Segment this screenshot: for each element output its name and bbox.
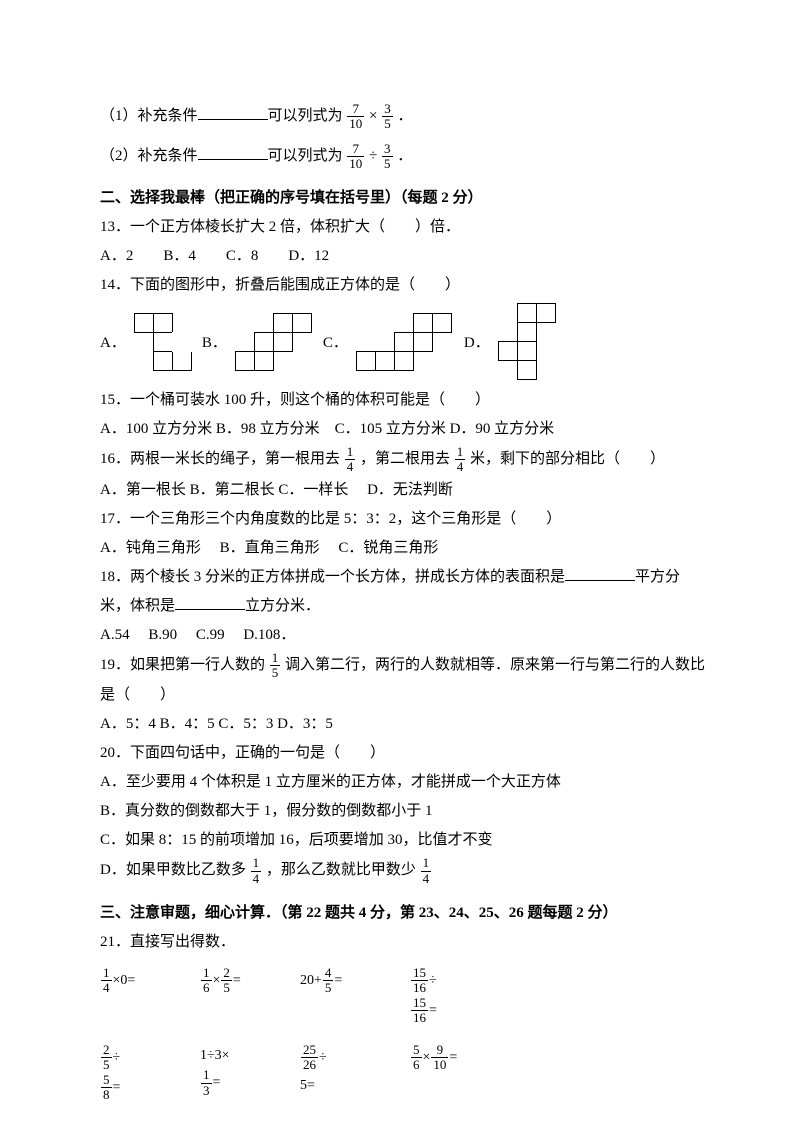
blank[interactable] xyxy=(198,145,268,160)
q20-b: B．真分数的倒数都大于 1，假分数的倒数都小于 1 xyxy=(100,798,703,825)
section3-title: 三、注意审题，细心计算．（第 22 题共 4 分，第 23、24、25、26 题… xyxy=(100,900,703,927)
q20-d: D．如果甲数比乙数多 14 ，那么乙数就比甲数少 14 xyxy=(100,856,703,886)
calc: 2526÷ 5= xyxy=(300,1043,400,1102)
text: ． xyxy=(397,148,412,164)
calc: 25÷ 58= xyxy=(100,1043,190,1102)
q18-line1: 18．两个棱长 3 分米的正方体拼成一个长方体，拼成长方体的表面积是平方分 xyxy=(100,564,703,591)
blank[interactable] xyxy=(198,105,268,120)
fraction: 35 xyxy=(382,102,393,132)
text: 可以列式为 xyxy=(268,108,343,124)
section2-title: 二、选择我最棒（把正确的序号填在括号里）（每题 2 分） xyxy=(100,185,703,212)
q21-grid: 14×0= 16×25= 20+45= 1516÷ 1516= 25÷ 58= … xyxy=(100,966,703,1102)
fraction: 14 xyxy=(421,856,432,886)
label-d: D． xyxy=(464,330,490,357)
q12-part2: （2）补充条件 可以列式为 710 ÷ 35 ． xyxy=(100,142,703,172)
op: ÷ xyxy=(369,148,377,164)
op: × xyxy=(369,108,377,124)
q19-opts: A．5：4 B．4：5 C．5：3 D．3：5 xyxy=(100,711,703,738)
net-b xyxy=(235,313,315,373)
q16-text: 16．两根一米长的绳子，第一根用去 14 ，第二根用去 14 米，剩下的部分相比… xyxy=(100,445,703,475)
q15-text: 15．一个桶可装水 100 升，则这个桶的体积可能是（ ） xyxy=(100,387,703,414)
q14-text: 14．下面的图形中，折叠后能围成正方体的是（ ） xyxy=(100,272,703,299)
calc: 1516÷ 1516= xyxy=(410,966,510,1025)
fraction: 15 xyxy=(270,651,281,681)
q18-line2: 米，体积是立方分米． xyxy=(100,593,703,620)
net-a xyxy=(134,313,194,373)
net-c xyxy=(356,313,456,373)
q20-c: C．如果 8：15 的前项增加 16，后项要增加 30，比值才不变 xyxy=(100,827,703,854)
q19-line1: 19．如果把第一行人数的 15 调入第二行，两行的人数就相等．原来第一行与第二行… xyxy=(100,651,703,681)
text: ． xyxy=(398,108,413,124)
q16-opts: A．第一根长 B．第二根长 C．一样长 D．无法判断 xyxy=(100,477,703,504)
fraction: 35 xyxy=(382,142,393,172)
label-b: B． xyxy=(202,330,227,357)
q18-opts: A.54 B.90 C.99 D.108． xyxy=(100,622,703,649)
fraction: 14 xyxy=(251,856,262,886)
q20-a: A．至少要用 4 个体积是 1 立方厘米的正方体，才能拼成一个大正方体 xyxy=(100,769,703,796)
blank[interactable] xyxy=(175,595,245,610)
calc: 14×0= xyxy=(100,966,190,1025)
text: 可以列式为 xyxy=(268,148,343,164)
calc: 20+45= xyxy=(300,966,400,1025)
calc: 56×910= xyxy=(410,1043,510,1102)
q14-nets: A． B． C． D． xyxy=(100,303,703,383)
q19-line2: 是（ ） xyxy=(100,682,703,709)
label-c: C． xyxy=(323,330,348,357)
net-d xyxy=(498,303,558,383)
q17-text: 17．一个三角形三个内角度数的比是 5：3：2，这个三角形是（ ） xyxy=(100,506,703,533)
q12-part1: （1）补充条件 可以列式为 710 × 35 ． xyxy=(100,102,703,132)
q13-text: 13．一个正方体棱长扩大 2 倍，体积扩大（ ）倍． xyxy=(100,214,703,241)
q13-opts: A．2 B．4 C．8 D．12 xyxy=(100,243,703,270)
fraction: 710 xyxy=(347,142,364,172)
blank[interactable] xyxy=(565,566,635,581)
exam-page: （1）补充条件可以列式为 710 × 35 ． （2）补充条件可以列式为 710… xyxy=(0,0,793,1122)
q21-text: 21．直接写出得数． xyxy=(100,929,703,956)
fraction: 710 xyxy=(347,102,364,132)
q15-opts: A．100 立方分米 B．98 立方分米 C．105 立方分米 D．90 立方分… xyxy=(100,416,703,443)
calc: 1÷3× 13= xyxy=(200,1043,290,1102)
calc: 16×25= xyxy=(200,966,290,1025)
label-a: A． xyxy=(100,330,126,357)
fraction: 14 xyxy=(455,445,466,475)
text: （1）补充条件 xyxy=(100,108,198,124)
fraction: 14 xyxy=(345,445,356,475)
text: （2）补充条件 xyxy=(100,148,198,164)
q17-opts: A．钝角三角形 B．直角三角形 C．锐角三角形 xyxy=(100,535,703,562)
q20-text: 20．下面四句话中，正确的一句是（ ） xyxy=(100,740,703,767)
